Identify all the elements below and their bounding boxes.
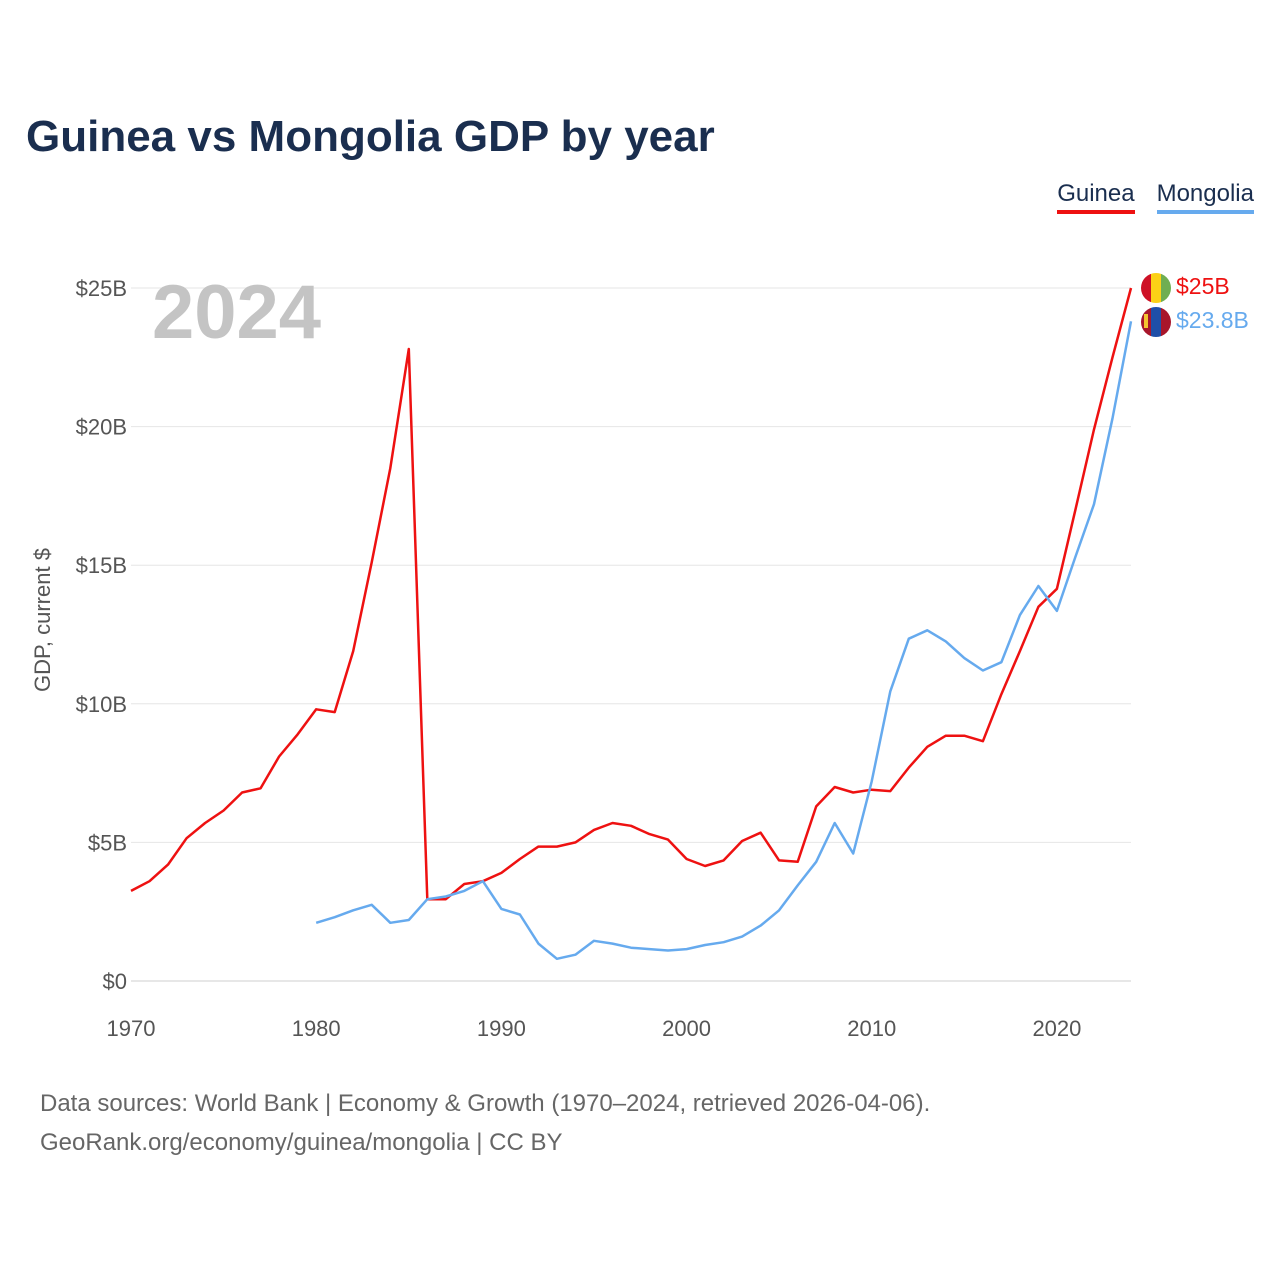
- mongolia-flag-icon: [1141, 307, 1171, 337]
- mongolia-series-line: [315, 321, 1133, 961]
- guinea-end-value-label: $25B: [1176, 273, 1230, 299]
- y-tick-label: $15B: [76, 553, 127, 578]
- x-tick-label: 2010: [847, 1016, 896, 1041]
- y-tick-label: $25B: [76, 276, 127, 301]
- guinea-series-line: [130, 287, 1133, 901]
- legend: Guinea Mongolia: [1057, 180, 1254, 214]
- x-tick-label: 1980: [292, 1016, 341, 1041]
- y-axis-ticks: $0 $5B $10B $15B $20B $25B: [76, 276, 127, 994]
- x-tick-label: 2020: [1032, 1016, 1081, 1041]
- y-tick-label: $0: [103, 969, 127, 994]
- y-tick-label: $5B: [88, 830, 127, 855]
- series-lines: [130, 287, 1133, 961]
- chart-title: Guinea vs Mongolia GDP by year: [26, 112, 715, 161]
- year-watermark: 2024: [152, 270, 321, 355]
- series-end-markers: $25B $23.8B: [1141, 273, 1249, 337]
- legend-item-mongolia[interactable]: Mongolia: [1156, 180, 1254, 214]
- x-tick-label: 1970: [107, 1016, 156, 1041]
- source-line: Data sources: World Bank | Economy & Gro…: [40, 1090, 931, 1117]
- y-tick-label: $20B: [76, 415, 127, 440]
- y-tick-label: $10B: [76, 692, 127, 717]
- gridlines: [131, 287, 1131, 982]
- guinea-flag-icon: [1141, 273, 1171, 303]
- footer-source: Data sources: World Bank | Economy & Gro…: [40, 1084, 930, 1162]
- x-tick-label: 1990: [477, 1016, 526, 1041]
- x-tick-label: 2000: [662, 1016, 711, 1041]
- attribution-line: GeoRank.org/economy/guinea/mongolia | CC…: [40, 1129, 563, 1156]
- mongolia-end-value-label: $23.8B: [1176, 307, 1249, 333]
- x-axis-ticks: 1970 1980 1990 2000 2010 2020: [107, 1016, 1082, 1041]
- legend-item-guinea[interactable]: Guinea: [1057, 180, 1135, 214]
- y-axis-label: GDP, current $: [30, 548, 55, 692]
